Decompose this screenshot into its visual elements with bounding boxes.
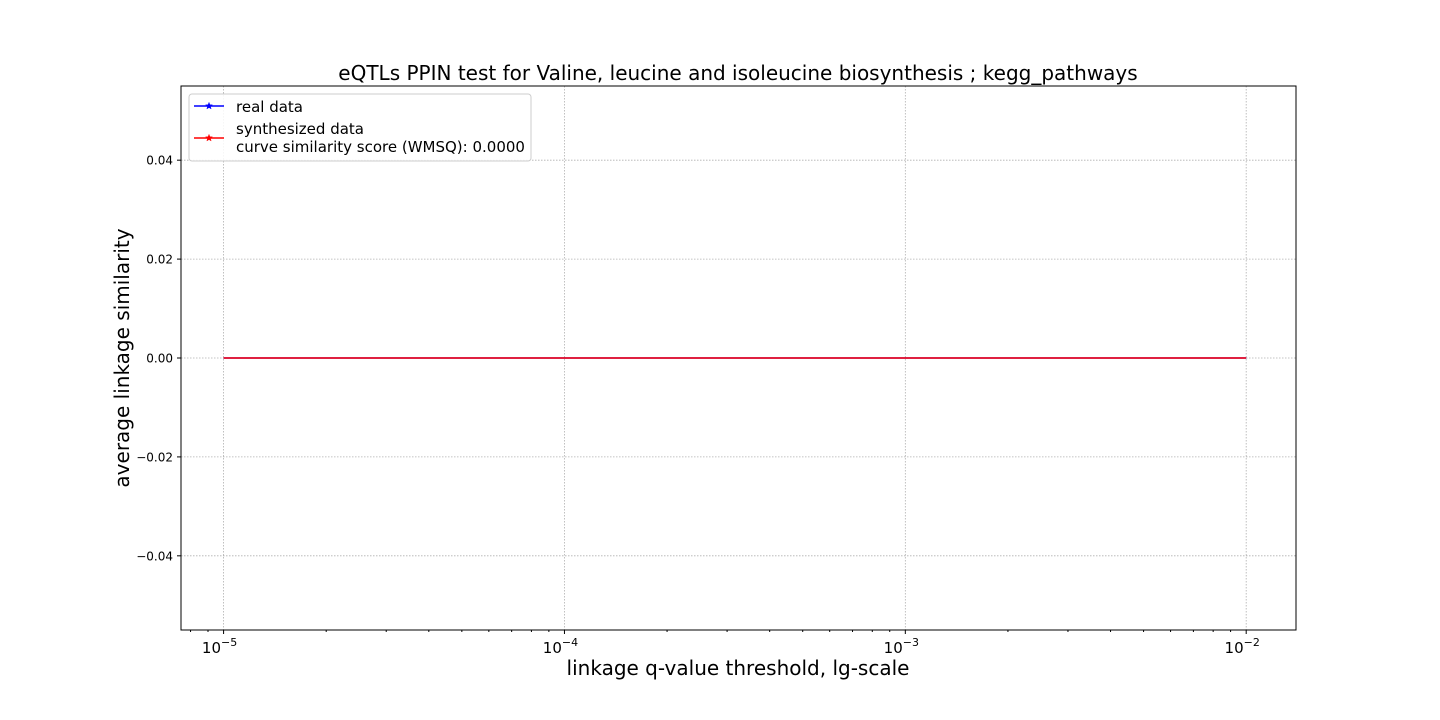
y-tick-label: −0.02	[136, 450, 173, 464]
x-tick-label-exponent: −3	[903, 636, 919, 649]
x-tick-label: 10−4	[543, 636, 578, 657]
x-tick-label-exponent: −4	[562, 636, 578, 649]
x-tick-label: 10−3	[884, 636, 919, 657]
y-tick-label: 0.00	[146, 352, 173, 366]
y-tick-label: 0.02	[146, 253, 173, 267]
x-tick-label-base: 10	[884, 639, 903, 657]
legend-box	[188, 93, 532, 162]
y-tick-label: 0.04	[146, 154, 173, 168]
x-tick-label: 10−5	[202, 636, 237, 657]
chart-title: eQTLs PPIN test for Valine, leucine and …	[338, 61, 1137, 85]
grid	[181, 86, 1296, 630]
legend-marker-star-icon	[204, 133, 214, 142]
legend-label-synthesized-data: synthesized data	[236, 120, 364, 138]
legend-label-real-data: real data	[236, 98, 303, 116]
y-tick-label: −0.04	[136, 549, 173, 563]
x-axis-label: linkage q-value threshold, lg-scale	[567, 656, 910, 680]
x-tick-label-base: 10	[543, 639, 562, 657]
legend-marker-star-icon	[204, 101, 214, 110]
x-tick-label-base: 10	[1225, 639, 1244, 657]
x-tick-label: 10−2	[1225, 636, 1260, 657]
x-tick-label-base: 10	[202, 639, 221, 657]
y-axis-label: average linkage similarity	[110, 228, 134, 487]
x-tick-label-exponent: −2	[1244, 636, 1260, 649]
x-tick-label-exponent: −5	[221, 636, 237, 649]
legend-label-similarity-score: curve similarity score (WMSQ): 0.0000	[236, 138, 525, 156]
